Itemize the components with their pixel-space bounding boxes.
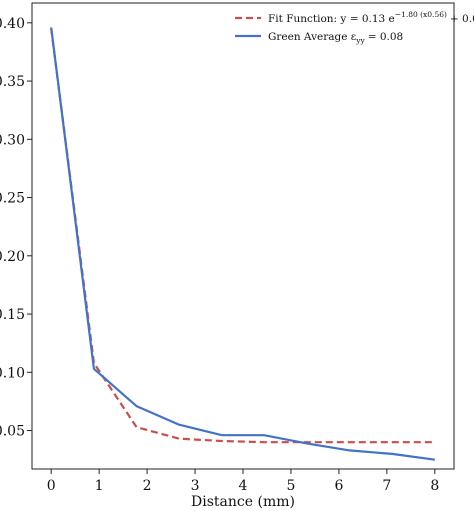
legend: Fit Function: y = 0.13 e−1.80 (x0.56) + 0… bbox=[235, 10, 474, 45]
green-average-line bbox=[50, 27, 435, 461]
legend-label-green: Green Average εyy = 0.08 bbox=[268, 31, 403, 45]
y-tick-label: 0.15 bbox=[0, 307, 25, 323]
y-tick-label: 0.05 bbox=[0, 424, 25, 440]
series-layer bbox=[50, 27, 435, 461]
x-tick-label: 2 bbox=[143, 478, 152, 494]
x-tick-label: 1 bbox=[95, 478, 104, 494]
y-tick-label: 0.40 bbox=[0, 16, 25, 32]
x-axis: 0 1 2 3 4 5 6 7 8 bbox=[47, 469, 439, 494]
y-axis: 0.05 0.10 0.15 0.20 0.25 0.30 0.35 0.40 bbox=[0, 16, 32, 440]
y-tick-label: 0.35 bbox=[0, 74, 25, 90]
x-tick-label: 3 bbox=[191, 478, 200, 494]
x-tick-label: 7 bbox=[382, 478, 391, 494]
y-tick-label: 0.20 bbox=[0, 249, 25, 265]
legend-label-fit: Fit Function: y = 0.13 e−1.80 (x0.56) + 0… bbox=[268, 10, 474, 25]
x-tick-label: 0 bbox=[47, 478, 56, 494]
fit-function-line bbox=[50, 28, 435, 444]
x-tick-label: 6 bbox=[334, 478, 343, 494]
y-tick-label: 0.25 bbox=[0, 191, 25, 207]
x-tick-label: 8 bbox=[430, 478, 439, 494]
x-axis-title: Distance (mm) bbox=[191, 494, 295, 510]
y-tick-label: 0.30 bbox=[0, 132, 25, 148]
plot-border bbox=[31, 2, 455, 470]
y-tick-label: 0.10 bbox=[0, 365, 25, 381]
x-tick-label: 4 bbox=[239, 478, 248, 494]
x-tick-label: 5 bbox=[286, 478, 295, 494]
plot-frame bbox=[31, 2, 455, 470]
